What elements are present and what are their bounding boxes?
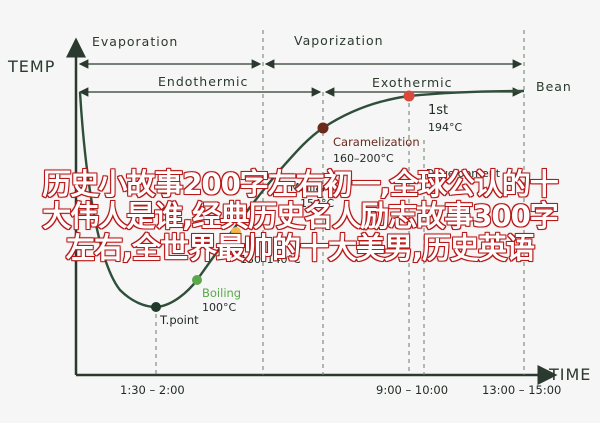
first-crack-temp: 194°C (428, 121, 462, 134)
maillard-label: Maillard (290, 181, 333, 194)
bean-label: Bean (536, 79, 572, 94)
caramelization-label: Caramelization (333, 135, 420, 149)
vaporization-label: Vaporization (294, 33, 384, 48)
x-tick-label-3: 13:00 – 15:00 (482, 383, 561, 397)
caramelization-temp: 160–200°C (333, 152, 394, 165)
evaporation-label: Evaporation (92, 34, 178, 49)
x-axis-label: TIME (548, 365, 591, 384)
boiling-marker (192, 275, 202, 285)
turning-point-marker (151, 302, 161, 312)
caramelization-marker (317, 122, 329, 134)
boiling-label: Boiling (202, 286, 241, 300)
endothermic-label: Endothermic (158, 74, 248, 89)
mid-marker (231, 227, 241, 237)
x-tick-label-1: 1:30 – 2:00 (120, 383, 185, 397)
first-crack-label: 1st (428, 103, 448, 118)
development-label: Development (426, 167, 501, 180)
maillard-temp: 154°C (300, 197, 334, 210)
turning-point-label: T.point (159, 313, 199, 327)
first-crack-marker (403, 90, 415, 102)
mid-temp: 130–140°C (240, 253, 301, 266)
x-tick-label-2: 9:00 – 10:00 (376, 383, 448, 397)
exothermic-label: Exothermic (372, 75, 453, 90)
y-axis-label: TEMP (7, 57, 55, 76)
boiling-temp: 100°C (202, 301, 236, 314)
